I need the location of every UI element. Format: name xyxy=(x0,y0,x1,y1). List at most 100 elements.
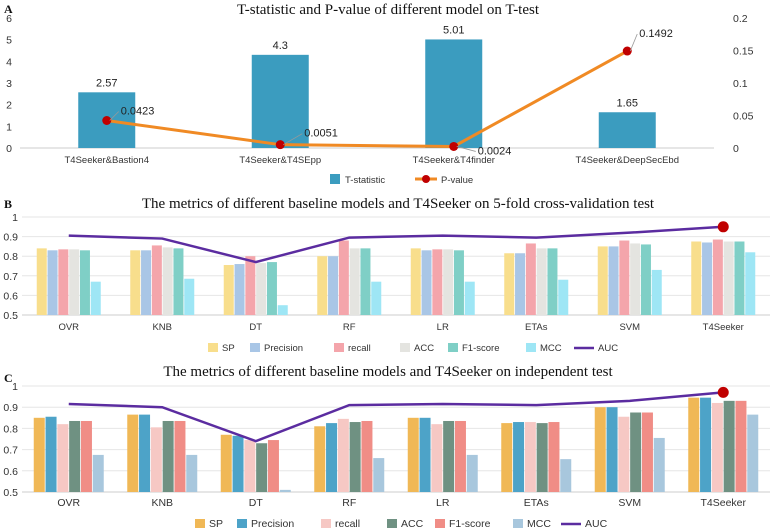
bar-precision-rf xyxy=(328,256,339,315)
y-tick-label: 0.7 xyxy=(3,445,18,457)
bar-sp-etas xyxy=(504,253,515,315)
data-label-t-statistic: 2.57 xyxy=(96,77,117,89)
y-tick-label: 0.5 xyxy=(3,310,18,322)
x-tick-label: SVM xyxy=(618,497,641,509)
legend-label-mcc: MCC xyxy=(540,343,562,354)
legend-label-p-value: P-value xyxy=(441,175,473,186)
bar-recall-ovr xyxy=(57,424,69,492)
leader-line-p-value xyxy=(109,111,120,121)
bar-precision-svm xyxy=(608,246,619,315)
data-label-t-statistic: 4.3 xyxy=(273,40,288,52)
x-tick-label: ETAs xyxy=(525,322,548,333)
x-tick-label: SVM xyxy=(619,322,640,333)
bar-mcc-rf xyxy=(371,281,382,315)
legend-swatch-acc xyxy=(400,343,410,352)
bar-sp-rf xyxy=(314,426,326,492)
legend-label-sp: SP xyxy=(209,518,223,530)
legend-label-acc: ACC xyxy=(414,343,434,354)
bar-precision-svm xyxy=(606,407,618,492)
bar-acc-rf xyxy=(349,248,360,315)
bar-acc-svm xyxy=(630,412,642,492)
bar-f1-score-etas xyxy=(548,422,560,492)
bar-f1-score-lr xyxy=(454,420,466,492)
bar-precision-knb xyxy=(141,250,152,315)
bar-acc-knb xyxy=(162,420,174,492)
bar-recall-t4seeker xyxy=(711,402,723,492)
bar-f1-score-dt xyxy=(266,262,277,315)
bar-sp-dt xyxy=(220,434,232,492)
x-tick-label: KNB xyxy=(152,322,172,333)
bar-precision-ovr xyxy=(45,416,57,492)
bar-recall-rf xyxy=(338,240,349,315)
y2-tick-label-a: 0.1 xyxy=(733,78,748,90)
bar-mcc-lr xyxy=(464,281,475,315)
y2-tick-label-a: 0.2 xyxy=(733,13,748,25)
bar-mcc-dt xyxy=(277,305,288,315)
bar-acc-t4seeker xyxy=(723,241,734,315)
bar-mcc-etas xyxy=(560,459,572,492)
bar-sp-ovr xyxy=(33,417,45,492)
bar-recall-rf xyxy=(337,418,349,492)
marker-p-value xyxy=(622,46,632,56)
bar-mcc-svm xyxy=(653,437,665,492)
legend-swatch-t-statistic xyxy=(330,174,340,184)
bar-f1-score-rf xyxy=(360,248,371,315)
bar-recall-ovr xyxy=(58,249,69,315)
y-tick-label: 0.7 xyxy=(3,271,18,283)
bar-mcc-svm xyxy=(651,269,662,315)
legend-swatch-sp xyxy=(195,519,205,528)
panel-label-a: A xyxy=(4,2,13,16)
bar-f1-score-ovr xyxy=(79,250,90,315)
y-tick-label-a: 2 xyxy=(6,100,12,112)
bar-sp-lr xyxy=(410,248,421,315)
legend-swatch-recall xyxy=(321,519,331,528)
bar-acc-ovr xyxy=(69,249,80,315)
x-tick-label: RF xyxy=(343,322,356,333)
bar-mcc-ovr xyxy=(90,281,101,315)
x-tick-label: T4Seeker xyxy=(700,497,746,509)
bar-sp-lr xyxy=(407,417,419,492)
bar-mcc-t4seeker xyxy=(745,252,756,315)
bar-sp-knb xyxy=(130,250,141,315)
x-tick-label: ETAs xyxy=(524,497,549,509)
bar-f1-score-t4seeker xyxy=(734,241,745,315)
leader-line-p-value xyxy=(283,133,303,146)
bar-f1-score-svm xyxy=(641,412,653,492)
bar-sp-ovr xyxy=(36,248,47,315)
legend-label-recall: recall xyxy=(348,343,371,354)
panel-c: C The metrics of different baseline mode… xyxy=(3,364,770,530)
panel-label-c: C xyxy=(4,371,13,385)
bar-f1-score-lr xyxy=(453,250,464,315)
y-tick-label-a: 5 xyxy=(6,35,12,47)
x-tick-label: LR xyxy=(436,497,450,509)
data-label-p-value: 0.0051 xyxy=(304,128,338,140)
line-auc xyxy=(68,391,724,443)
bar-acc-svm xyxy=(630,243,641,315)
bar-f1-score-dt xyxy=(267,440,279,492)
legend-swatch-sp xyxy=(208,343,218,352)
leader-line-p-value xyxy=(629,33,638,52)
chart-title-c: The metrics of different baseline models… xyxy=(163,364,613,380)
bar-t-statistic-t4seeker-t4sepp xyxy=(251,54,309,149)
bar-acc-lr xyxy=(443,249,454,315)
legend-swatch-mcc xyxy=(526,343,536,352)
bar-sp-rf xyxy=(317,256,328,315)
panel-b: B The metrics of different baseline mode… xyxy=(3,196,770,354)
bar-sp-t4seeker xyxy=(691,241,702,315)
marker-p-value xyxy=(102,116,112,126)
y-tick-label: 0.8 xyxy=(3,251,18,263)
bar-mcc-lr xyxy=(466,454,478,492)
legend-label-recall: recall xyxy=(335,518,360,530)
y-tick-label: 0.6 xyxy=(3,466,18,478)
legend-label-f1-score: F1-score xyxy=(462,343,499,354)
bar-recall-dt xyxy=(244,440,256,492)
bar-acc-lr xyxy=(443,420,455,492)
bar-f1-score-knb xyxy=(174,420,186,492)
bar-sp-knb xyxy=(127,414,139,492)
plot-area-c: 0.5 0.6 0.7 0.8 0.9 1 OVR KNB DT RF LR ETAs SVM T4See… xyxy=(3,381,770,530)
x-tick-label: OVR xyxy=(57,497,80,509)
x-tick-label-a: T4Seeker&Bastion4 xyxy=(65,155,150,166)
y-tick-label: 1 xyxy=(12,381,18,393)
chart-title-b: The metrics of different baseline models… xyxy=(142,196,655,212)
bar-mcc-knb xyxy=(186,454,198,492)
